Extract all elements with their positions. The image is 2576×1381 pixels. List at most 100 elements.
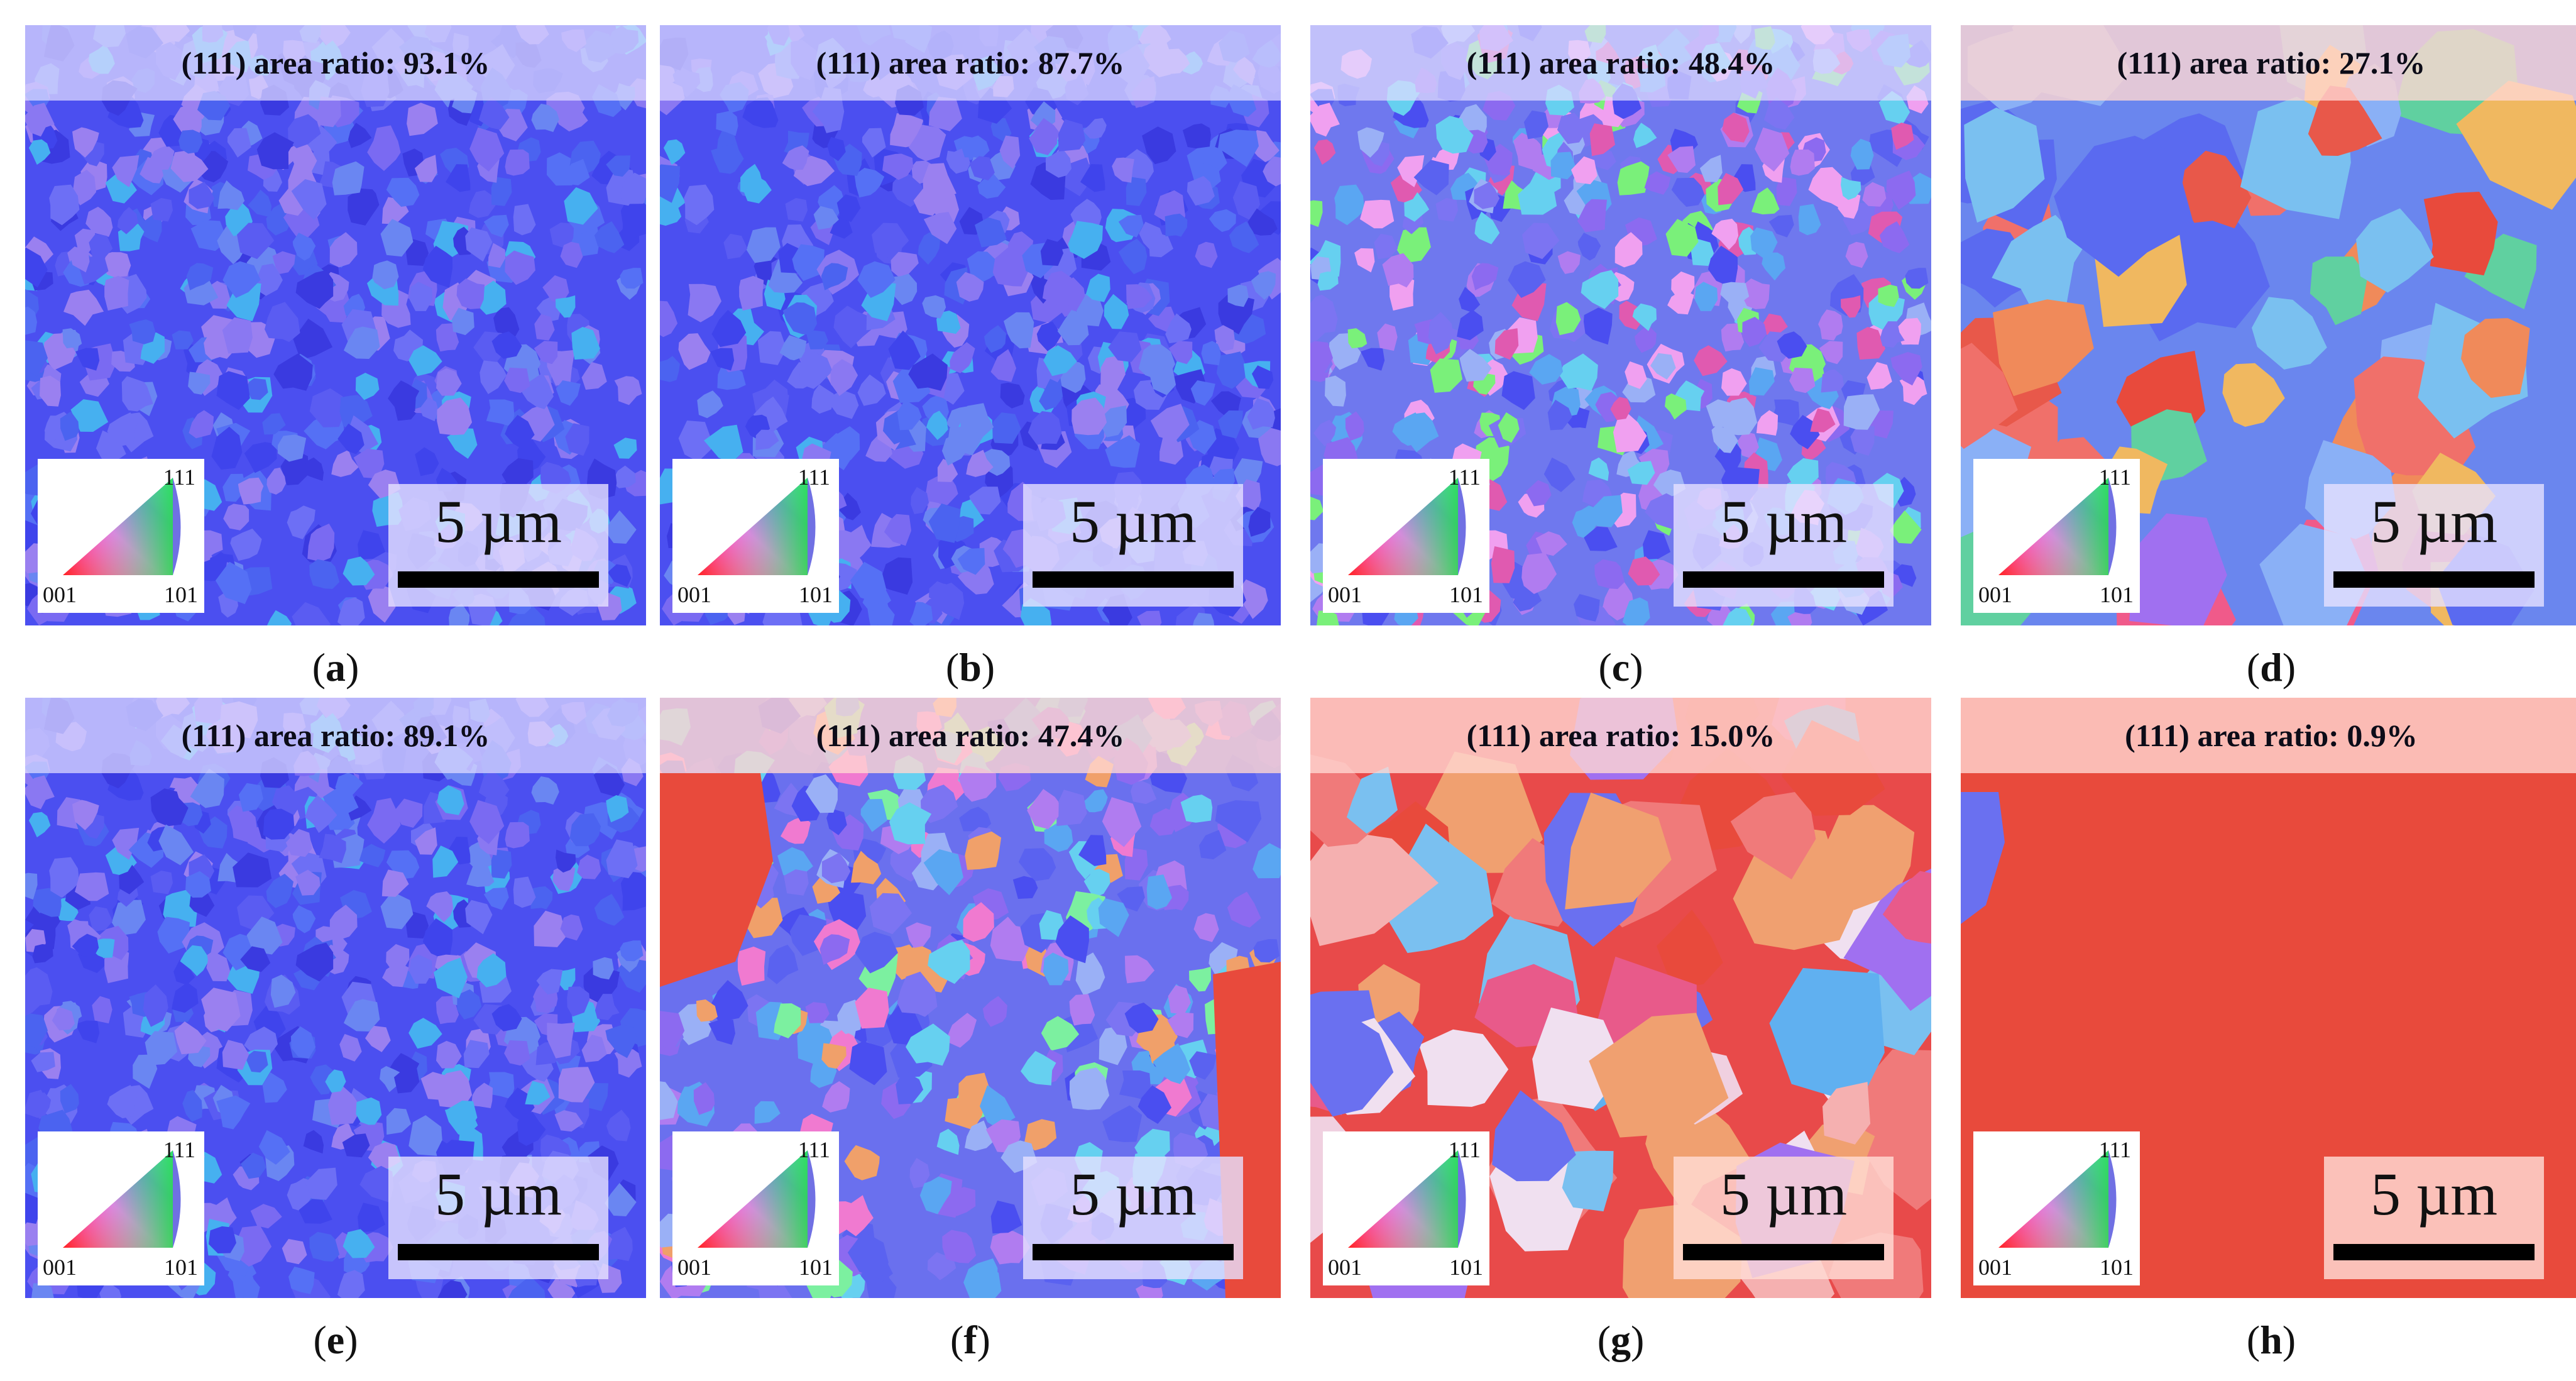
grain — [49, 857, 80, 898]
grain — [1430, 358, 1463, 393]
grain — [1769, 968, 1885, 1104]
grain — [25, 583, 40, 607]
grain — [1216, 351, 1250, 389]
grain — [437, 785, 464, 815]
caption-g: (g) — [1597, 1318, 1645, 1362]
grain — [884, 514, 911, 546]
grain — [982, 996, 1007, 1027]
grain — [414, 155, 437, 182]
grain — [1718, 173, 1744, 206]
grain — [1763, 97, 1795, 130]
grain — [25, 520, 41, 551]
grain — [358, 530, 386, 560]
grain — [75, 1020, 100, 1043]
scale-bar-line — [2333, 571, 2535, 588]
grain — [1459, 349, 1492, 382]
grain — [1199, 830, 1227, 860]
grain — [303, 457, 324, 481]
grain — [513, 876, 536, 908]
area-ratio-label: (111) area ratio: 27.1% — [1961, 25, 2576, 101]
grain — [1149, 231, 1173, 258]
grain — [262, 413, 286, 435]
grain — [258, 1130, 290, 1165]
grain — [263, 808, 295, 840]
grain — [483, 214, 509, 238]
grain — [266, 467, 286, 495]
grain — [1577, 233, 1601, 261]
grain — [488, 243, 506, 268]
ipf-legend: 111 001 101 — [672, 459, 839, 613]
caption-b: (b) — [945, 645, 995, 690]
grain — [1789, 367, 1816, 393]
grain — [1535, 531, 1567, 556]
grain — [432, 845, 459, 878]
grain — [394, 1067, 420, 1094]
grain — [173, 104, 202, 138]
grain — [889, 802, 932, 845]
grain — [1722, 113, 1750, 143]
grain — [317, 96, 341, 128]
grain — [1508, 261, 1546, 298]
grain — [465, 900, 493, 935]
grain — [1039, 378, 1062, 410]
grain — [855, 988, 889, 1029]
grain — [1018, 848, 1056, 881]
grain — [63, 289, 104, 326]
grain — [505, 250, 535, 285]
grain — [1555, 302, 1581, 336]
grain — [1589, 123, 1615, 157]
legend-101-label: 101 — [799, 582, 833, 607]
grain — [408, 345, 442, 377]
grain — [70, 399, 109, 432]
grain — [1153, 1043, 1191, 1084]
grain — [1227, 891, 1261, 928]
grain — [1886, 170, 1916, 210]
grain — [928, 503, 961, 543]
grain — [325, 1069, 346, 1093]
grain — [958, 766, 997, 802]
grain — [505, 415, 535, 449]
grain — [936, 1128, 960, 1155]
grain — [797, 1023, 835, 1064]
grain — [1029, 126, 1058, 155]
caption-e: (e) — [313, 1318, 358, 1362]
grain — [593, 957, 614, 980]
grain — [1665, 219, 1699, 257]
grain — [446, 164, 471, 192]
grain — [491, 331, 522, 359]
grain — [415, 447, 439, 476]
grain — [1880, 321, 1905, 348]
grain — [25, 775, 55, 810]
grain — [1215, 800, 1262, 843]
grain — [1377, 323, 1398, 351]
grain — [1263, 156, 1281, 187]
grain — [1720, 282, 1750, 304]
grain — [1193, 612, 1215, 625]
grain — [1040, 239, 1064, 266]
grain — [806, 330, 828, 349]
grain — [449, 603, 470, 625]
grain — [1529, 354, 1563, 385]
grain — [1582, 307, 1613, 345]
grain — [564, 187, 598, 225]
grain — [1310, 497, 1324, 520]
grain — [1100, 355, 1126, 390]
grain — [1325, 375, 1346, 407]
grain — [906, 922, 931, 948]
area-ratio-label: (111) area ratio: 93.1% — [25, 25, 646, 101]
grain — [1105, 435, 1141, 468]
grain — [1892, 564, 1917, 587]
grain — [188, 371, 211, 395]
grain — [906, 1023, 950, 1066]
grain — [1168, 985, 1191, 1015]
grain — [1856, 327, 1885, 360]
grain — [426, 891, 454, 923]
grain — [1043, 345, 1077, 377]
grain — [1627, 461, 1655, 485]
scale-bar: 5 µm — [2324, 1157, 2544, 1279]
grain — [919, 1176, 952, 1214]
grain — [1055, 915, 1089, 964]
grain — [1404, 192, 1430, 222]
grain — [1345, 411, 1364, 441]
grain — [1992, 214, 2085, 316]
